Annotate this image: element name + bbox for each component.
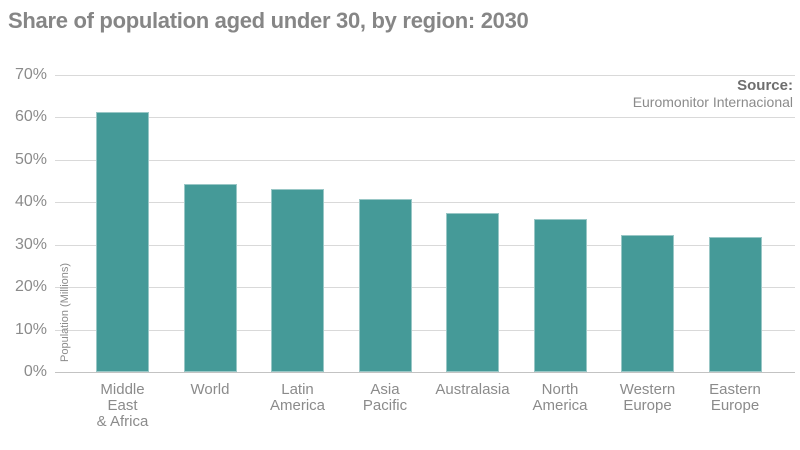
y-tick-60: 60% [14, 108, 47, 126]
bar-north-america [533, 219, 587, 372]
y-tick-40: 40% [14, 193, 47, 211]
x-label-australasia: Australasia [435, 381, 510, 398]
x-label-eastern-europe: Eastern Europe [709, 381, 761, 414]
gridline-60 [55, 117, 795, 119]
y-tick-30: 30% [14, 235, 47, 253]
y-axis-title: Population (Millions) [59, 262, 71, 362]
x-label-middle-east-africa: Middle East & Africa [96, 381, 149, 430]
gridline-50 [55, 159, 795, 161]
bar-latin-america [271, 188, 324, 372]
chart-title: Share of population aged under 30, by re… [8, 8, 529, 33]
bar-world [183, 184, 237, 372]
gridline-20 [55, 287, 795, 289]
x-label-world: World [190, 381, 230, 398]
y-tick-10: 10% [14, 320, 47, 338]
y-tick-20: 20% [14, 278, 47, 296]
gridline-10 [55, 329, 795, 331]
gridline-40 [55, 202, 795, 204]
bar-western-europe [621, 234, 674, 372]
y-tick-70: 70% [14, 66, 47, 83]
x-label-asia-pacific: Asia Pacific [362, 381, 408, 414]
x-label-western-europe: Western Europe [619, 381, 676, 414]
gridline-70 [55, 75, 795, 76]
bar-australasia [446, 213, 499, 372]
bar-eastern-europe [708, 237, 762, 372]
x-label-latin-america: Latin America [269, 381, 325, 414]
y-tick-0: 0% [23, 363, 47, 380]
source-annotation: Source: Euromonitor Internacional [633, 77, 793, 110]
source-name: Euromonitor Internacional [632, 94, 793, 110]
bar-middle-east-africa [96, 112, 149, 372]
bar-asia-pacific [358, 199, 412, 372]
plot-area [55, 75, 795, 373]
source-label: Source: [737, 77, 793, 94]
y-tick-50: 50% [14, 150, 47, 168]
x-label-north-america: North America [532, 381, 588, 414]
gridline-30 [55, 244, 795, 246]
x-axis-line [55, 372, 795, 373]
